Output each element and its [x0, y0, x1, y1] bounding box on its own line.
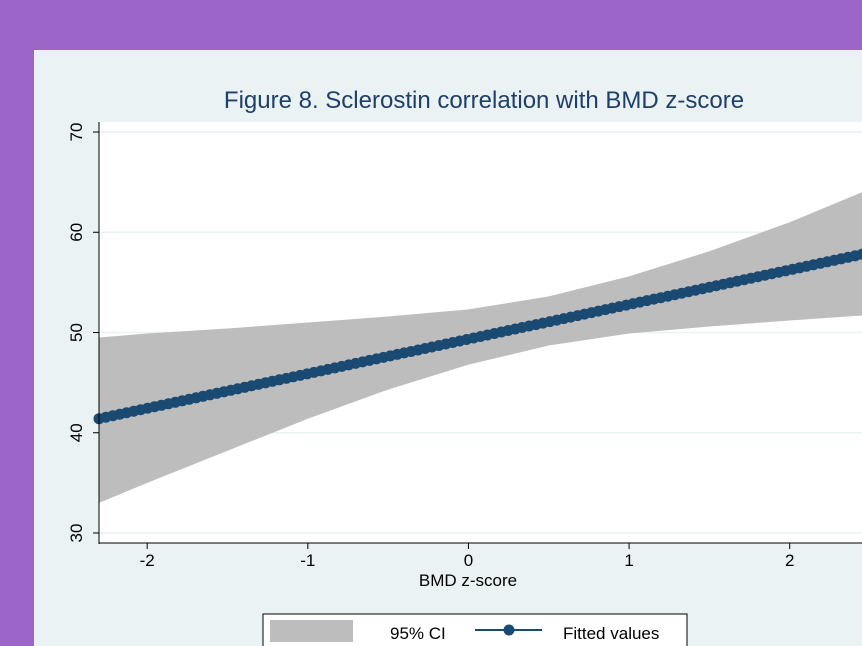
- chart-title: Figure 8. Sclerostin correlation with BM…: [224, 87, 744, 114]
- x-tick-label-1: 1: [624, 551, 633, 570]
- y-tick-label-30: 30: [67, 524, 86, 543]
- legend-label-ci: 95% CI: [390, 624, 446, 643]
- y-axis-ticks: 30 40 50 60 70: [67, 123, 99, 543]
- y-tick-label-50: 50: [67, 323, 86, 342]
- legend-label-fitted: Fitted values: [563, 624, 659, 643]
- chart-panel: Figure 8. Sclerostin correlation with BM…: [34, 50, 862, 646]
- legend: 95% CI Fitted values: [262, 613, 688, 646]
- x-tick-label-2: 2: [785, 551, 794, 570]
- fitted-marker: [856, 248, 862, 260]
- ci-band: [99, 192, 862, 503]
- x-axis-ticks: -2 -1 0 1 2: [140, 543, 794, 570]
- x-tick-label--2: -2: [140, 551, 155, 570]
- chart-svg: Figure 8. Sclerostin correlation with BM…: [67, 87, 862, 646]
- y-tick-label-40: 40: [67, 423, 86, 442]
- fitted-markers: [93, 248, 862, 425]
- x-tick-label-0: 0: [464, 551, 473, 570]
- y-tick-label-70: 70: [67, 123, 86, 142]
- y-tick-label-60: 60: [67, 223, 86, 242]
- x-axis-label: BMD z-score: [419, 571, 517, 590]
- x-tick-label--1: -1: [300, 551, 315, 570]
- legend-swatch-ci: [270, 620, 353, 642]
- legend-swatch-fitted-marker: [503, 624, 515, 636]
